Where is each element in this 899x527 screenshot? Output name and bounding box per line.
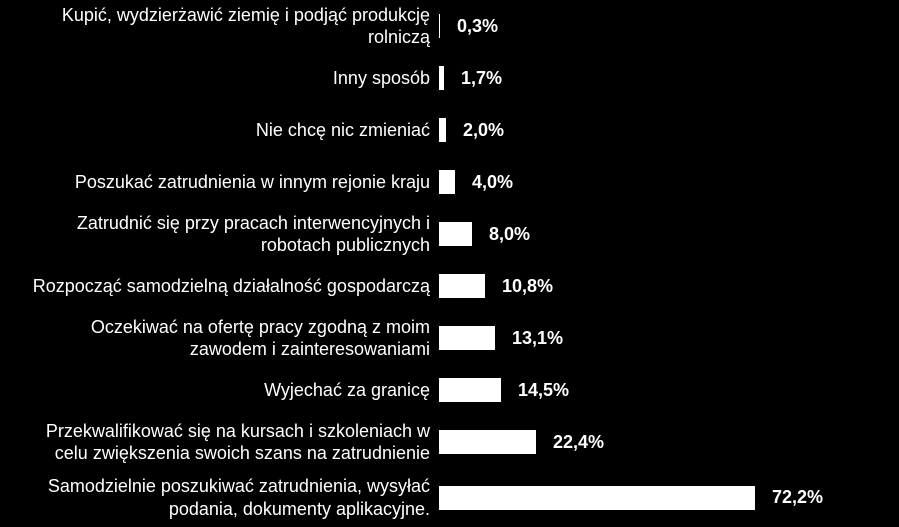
bar bbox=[438, 221, 473, 247]
value-label: 8,0% bbox=[489, 224, 530, 245]
chart-row: Oczekiwać na ofertę pracy zgodną z moim … bbox=[0, 312, 899, 364]
value-label: 4,0% bbox=[472, 172, 513, 193]
category-label: Rozpocząć samodzielną działalność gospod… bbox=[0, 275, 438, 298]
bar bbox=[438, 13, 441, 39]
chart-row: Poszukać zatrudnienia w innym rejonie kr… bbox=[0, 156, 899, 208]
value-label: 22,4% bbox=[553, 432, 604, 453]
bar bbox=[438, 429, 537, 455]
bar-zone: 13,1% bbox=[438, 312, 899, 364]
value-label: 14,5% bbox=[518, 380, 569, 401]
category-label: Przekwalifikować się na kursach i szkole… bbox=[0, 420, 438, 465]
chart-row: Zatrudnić się przy pracach interwencyjny… bbox=[0, 208, 899, 260]
chart-row: Nie chcę nic zmieniać 2,0% bbox=[0, 104, 899, 156]
bar bbox=[438, 117, 447, 143]
bar-zone: 72,2% bbox=[438, 468, 899, 527]
category-label: Samodzielnie poszukiwać zatrudnienia, wy… bbox=[0, 475, 438, 520]
value-label: 2,0% bbox=[463, 120, 504, 141]
chart-row: Wyjechać za granicę 14,5% bbox=[0, 364, 899, 416]
bar-zone: 10,8% bbox=[438, 260, 899, 312]
bar-zone: 22,4% bbox=[438, 416, 899, 468]
chart-row: Inny sposób 1,7% bbox=[0, 52, 899, 104]
bar-zone: 8,0% bbox=[438, 208, 899, 260]
bar bbox=[438, 485, 756, 511]
category-label: Nie chcę nic zmieniać bbox=[0, 119, 438, 142]
bar bbox=[438, 325, 496, 351]
category-label: Wyjechać za granicę bbox=[0, 379, 438, 402]
chart-row: Rozpocząć samodzielną działalność gospod… bbox=[0, 260, 899, 312]
value-label: 0,3% bbox=[457, 16, 498, 37]
chart-row: Przekwalifikować się na kursach i szkole… bbox=[0, 416, 899, 468]
bar-zone: 1,7% bbox=[438, 52, 899, 104]
value-label: 1,7% bbox=[461, 68, 502, 89]
bar bbox=[438, 377, 502, 403]
value-label: 10,8% bbox=[502, 276, 553, 297]
bar-zone: 0,3% bbox=[438, 0, 899, 52]
bar bbox=[438, 65, 445, 91]
chart-row: Samodzielnie poszukiwać zatrudnienia, wy… bbox=[0, 468, 899, 527]
bar bbox=[438, 273, 486, 299]
category-label: Zatrudnić się przy pracach interwencyjny… bbox=[0, 212, 438, 257]
category-label: Kupić, wydzierżawić ziemię i podjąć prod… bbox=[0, 4, 438, 49]
bar bbox=[438, 169, 456, 195]
bar-zone: 4,0% bbox=[438, 156, 899, 208]
value-label: 72,2% bbox=[772, 487, 823, 508]
chart-row: Kupić, wydzierżawić ziemię i podjąć prod… bbox=[0, 0, 899, 52]
bar-zone: 14,5% bbox=[438, 364, 899, 416]
horizontal-bar-chart: Kupić, wydzierżawić ziemię i podjąć prod… bbox=[0, 0, 899, 527]
bar-zone: 2,0% bbox=[438, 104, 899, 156]
category-label: Inny sposób bbox=[0, 67, 438, 90]
category-label: Poszukać zatrudnienia w innym rejonie kr… bbox=[0, 171, 438, 194]
value-label: 13,1% bbox=[512, 328, 563, 349]
category-label: Oczekiwać na ofertę pracy zgodną z moim … bbox=[0, 316, 438, 361]
